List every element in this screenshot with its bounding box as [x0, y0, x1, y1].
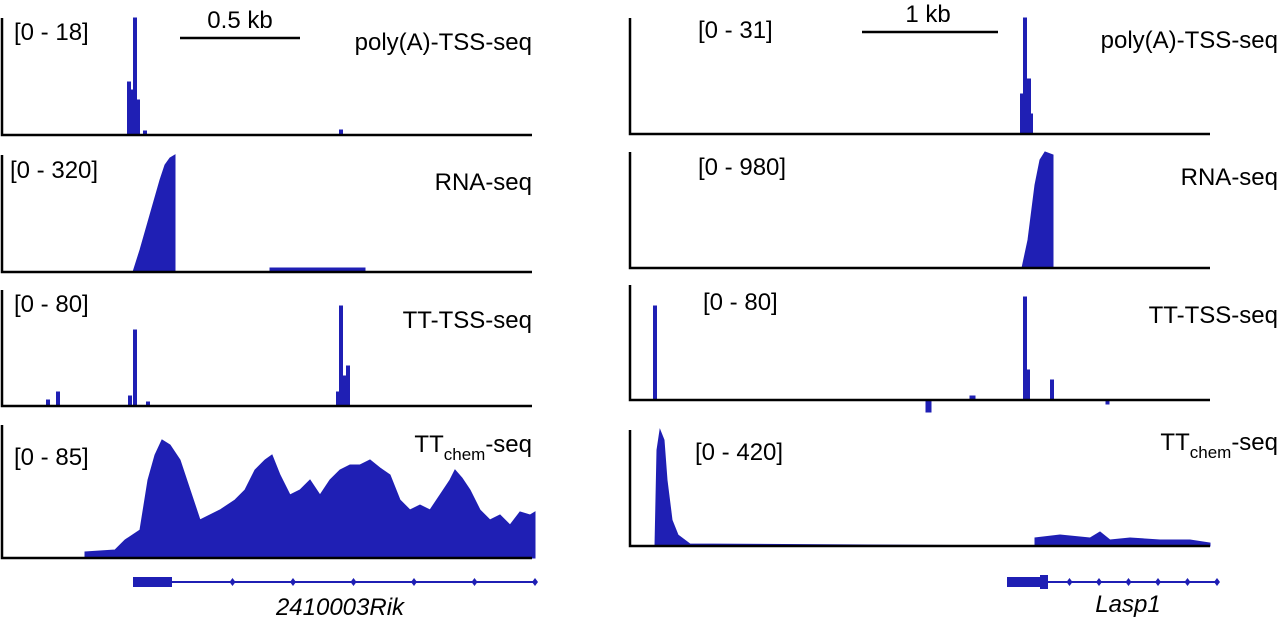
track-axis [0, 290, 532, 408]
signal-peak [1029, 113, 1033, 135]
gene-name: 2410003Rik [275, 594, 406, 621]
track-axis [0, 155, 532, 274]
track: [0 - 980] RNA-seq [628, 151, 1278, 270]
signal-peak [336, 391, 340, 407]
gene-arrow [290, 578, 296, 586]
track-range: [0 - 18] [14, 19, 89, 46]
track-axis [0, 18, 532, 137]
gene-arrow [1066, 578, 1073, 586]
track-range: [0 - 420] [695, 439, 783, 466]
signal [60, 439, 536, 559]
signal [132, 154, 176, 273]
gene-arrow [1096, 578, 1102, 586]
track-name: poly(A)-TSS-seq [1101, 27, 1278, 54]
track: [0 - 80] TT-TSS-seq [628, 285, 1278, 413]
signal-peak [136, 99, 140, 136]
track-name-sub: chem [444, 445, 486, 464]
track-range: [0 - 320] [10, 157, 98, 184]
gene-name: Lasp1 [1095, 591, 1160, 618]
scale-bar-label: 1 kb [905, 1, 950, 28]
gene-arrow [471, 578, 478, 586]
track-name-suffix: -seq [1231, 429, 1278, 456]
gene-arrow [532, 578, 538, 586]
gene-arrow [1125, 578, 1132, 586]
track: [0 - 31] poly(A)-TSS-seq [628, 17, 1278, 136]
track-axis [628, 18, 1210, 136]
signal [654, 428, 1211, 547]
gene-arrow [1184, 578, 1191, 586]
track-name-main: TT [1160, 429, 1190, 456]
track-name-sub: chem [1190, 443, 1232, 462]
track-name: TTchem-seq [414, 431, 532, 464]
gene-utr [133, 577, 172, 587]
track-name: RNA-seq [1181, 164, 1278, 191]
gene-arrow [1155, 578, 1161, 586]
signal-peak [133, 329, 137, 407]
track-axis [628, 430, 1210, 548]
signal-peak [1050, 379, 1054, 401]
track-name-suffix: -seq [485, 431, 532, 458]
signal-peak [128, 395, 132, 407]
gene-exon [1040, 575, 1048, 589]
track: [0 - 80] TT-TSS-seq [0, 290, 532, 408]
signal-peak [346, 365, 350, 407]
signal-peak [339, 305, 343, 407]
gene-arrow [1214, 578, 1220, 586]
track: [0 - 18] poly(A)-TSS-seq [0, 17, 532, 137]
track-name: RNA-seq [435, 169, 532, 196]
panel: 1 kb [0 - 31] poly(A)-TSS-seq [0 - 980] RNA-… [628, 1, 1278, 618]
signal-peak [925, 399, 932, 413]
track-range: [0 - 80] [703, 289, 778, 316]
track-range: [0 - 980] [698, 154, 786, 181]
signal-peak [1026, 369, 1030, 401]
track: [0 - 85] TTchem-seq [0, 425, 536, 560]
panel: 0.5 kb [0 - 18] poly(A)-TSS-seq [0 - 320] RN… [0, 7, 538, 621]
signal-peak [1020, 93, 1024, 135]
signal-peak [653, 305, 657, 401]
signal-peak [129, 89, 133, 136]
track: [0 - 320] RNA-seq [0, 154, 532, 274]
track-range: [0 - 80] [14, 291, 89, 318]
track-name: TTchem-seq [1160, 429, 1278, 462]
track-name: TT-TSS-seq [1149, 302, 1278, 329]
track-name-main: TT [414, 431, 444, 458]
track-axis [628, 152, 1210, 270]
gene-utr [1007, 577, 1040, 587]
scale-bar-label: 0.5 kb [207, 7, 272, 34]
track: [0 - 420] TTchem-seq [628, 428, 1278, 548]
gene-arrow [350, 578, 357, 586]
gene-arrow [229, 578, 236, 586]
track-axis [628, 285, 1210, 402]
track-range: [0 - 31] [698, 17, 773, 44]
gene-arrow [411, 578, 417, 586]
signal [1021, 151, 1054, 269]
track-name: poly(A)-TSS-seq [355, 29, 532, 56]
track-name: TT-TSS-seq [403, 307, 532, 334]
signal-peak [56, 391, 60, 407]
track-axis [0, 425, 532, 560]
track-range: [0 - 85] [14, 444, 89, 471]
